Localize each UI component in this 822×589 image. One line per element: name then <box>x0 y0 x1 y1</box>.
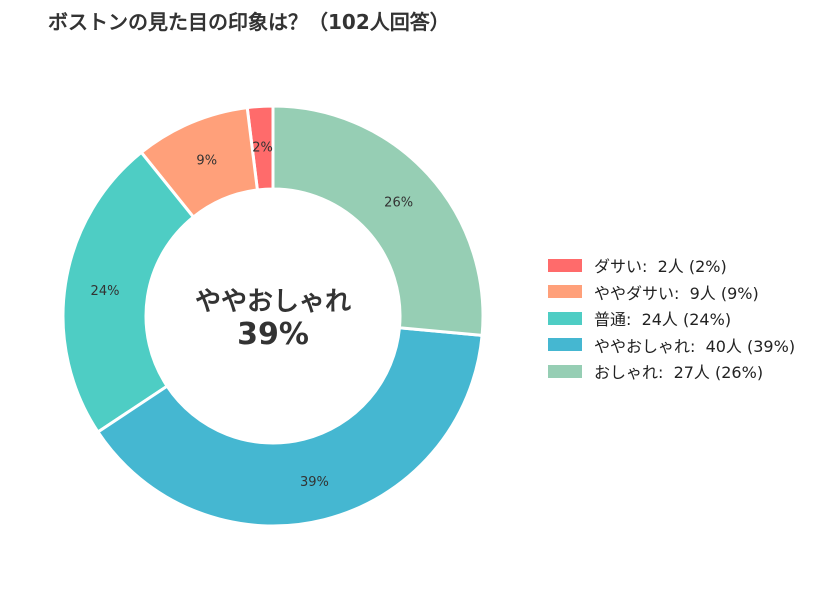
center-label-percent: 39% <box>237 317 309 352</box>
legend-label: 普通: 24人 (24%) <box>594 310 732 330</box>
percent-label-4: 39% <box>300 475 329 490</box>
legend-swatch <box>548 364 582 378</box>
legend-swatch <box>548 311 582 325</box>
percent-label-1: 2% <box>252 140 273 155</box>
slice-3 <box>61 150 196 435</box>
center-label-category: ややおしゃれ <box>195 287 351 317</box>
legend-item-2: ややダサい: 9人 (9%) <box>548 279 795 306</box>
legend-swatch <box>548 258 582 272</box>
legend-label: ダサい: 2人 (2%) <box>594 257 727 277</box>
legend-swatch <box>548 338 582 352</box>
legend-swatch <box>548 285 582 299</box>
legend-label: ややダサい: 9人 (9%) <box>594 283 759 303</box>
chart-title: ボストンの見た目の印象は？（102人回答） <box>48 10 450 34</box>
legend-item-4: ややおしゃれ: 40人 (39%) <box>548 332 795 359</box>
legend-item-3: 普通: 24人 (24%) <box>548 305 795 332</box>
chart-legend: ダサい: 2人 (2%) ややダサい: 9人 (9%) 普通: 24人 (24%) や… <box>548 252 795 385</box>
legend-item-1: ダサい: 2人 (2%) <box>548 252 795 279</box>
donut-slices <box>61 104 485 528</box>
percent-label-3: 24% <box>91 284 120 299</box>
slice-5 <box>271 104 485 338</box>
slice-4 <box>95 326 484 528</box>
legend-label: おしゃれ: 27人 (26%) <box>594 363 764 383</box>
legend-item-5: おしゃれ: 27人 (26%) <box>548 358 795 385</box>
percent-label-5: 26% <box>384 195 413 210</box>
percent-label-2: 9% <box>196 153 217 168</box>
percent-labels: 2% 9% 24% 39% 26% <box>91 140 414 490</box>
legend-label: ややおしゃれ: 40人 (39%) <box>594 336 796 356</box>
